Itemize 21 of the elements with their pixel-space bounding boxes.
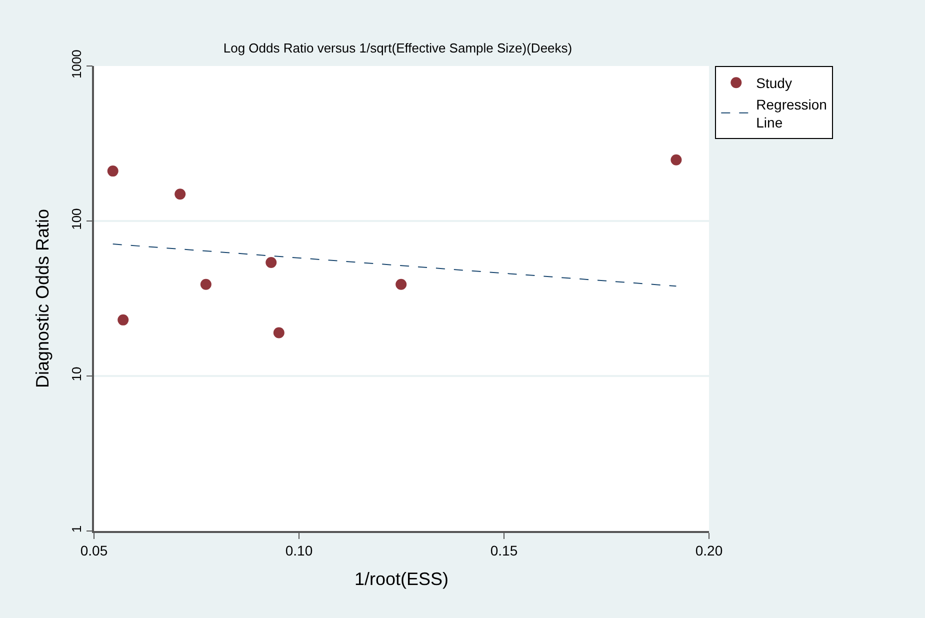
point	[396, 278, 407, 290]
point	[174, 188, 186, 200]
point	[200, 278, 212, 290]
y-tick-label: 1	[69, 525, 84, 533]
point	[107, 166, 118, 177]
chart-title: Log Odds Ratio versus 1/sqrt(Effective Sample Size)(Deeks)	[223, 40, 572, 56]
y-tick-label: 100	[69, 208, 84, 230]
point	[273, 327, 284, 338]
y-tick-label: 1000	[69, 50, 84, 79]
x-tick-label: 0.05	[80, 542, 108, 559]
x-tick-label: 0.10	[285, 542, 313, 559]
point	[266, 256, 277, 268]
legend-label: Regression Line	[756, 96, 827, 130]
point	[118, 314, 129, 326]
point	[670, 154, 682, 166]
legend-label: Study	[756, 75, 792, 92]
x-axis-title: 1/root(ESS)	[354, 569, 449, 590]
x-tick-label: 0.20	[695, 542, 723, 559]
y-tick-label: 10	[69, 366, 84, 382]
y-axis-title: Diagnostic Odds Ratio	[32, 208, 53, 388]
x-tick-label: 0.15	[490, 542, 518, 559]
